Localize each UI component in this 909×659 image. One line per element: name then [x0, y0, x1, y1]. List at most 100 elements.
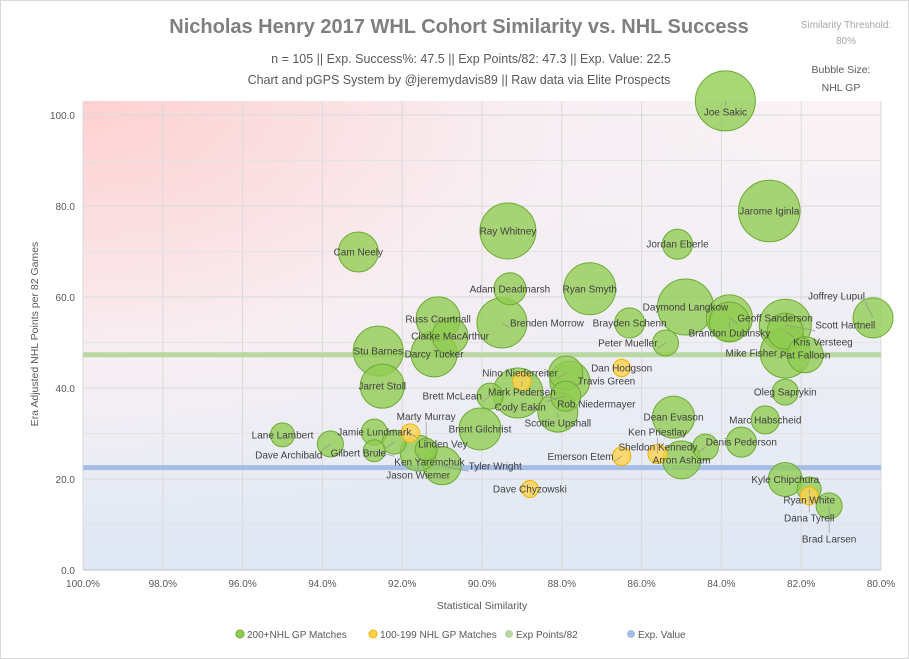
- bubble-label: Mike Fisher: [726, 348, 778, 359]
- bubble: [479, 202, 537, 260]
- bubble-label: Ken Yaremchuk: [394, 457, 465, 468]
- label-leader-line: [322, 443, 331, 450]
- bubble-label: Jarret Stoll: [358, 382, 406, 393]
- y-axis-label: Era Adjusted NHL Points per 82 Games: [29, 242, 41, 427]
- legend-marker-yellow: [368, 629, 378, 639]
- bubble-label: Dan Hodgson: [591, 363, 652, 374]
- bubble-label: Lane Lambert: [252, 430, 314, 441]
- bubble: [738, 179, 801, 243]
- x-tick-label: 80.0%: [867, 579, 895, 590]
- legend-marker-exp-points: [505, 630, 513, 638]
- bubble-label: Brayden Schenn: [593, 318, 667, 329]
- x-tick-label: 96.0%: [228, 579, 256, 590]
- bubble-label: Dean Evason: [643, 413, 703, 424]
- bubble-label: Ken Priestlay: [628, 427, 687, 438]
- legend-marker-exp-value: [627, 630, 635, 638]
- label-leader-line: [442, 465, 469, 472]
- bubble-label: Cody Eakin: [495, 403, 546, 414]
- bubble: [458, 407, 502, 451]
- bubble-label: Adam Deadmarsh: [470, 284, 551, 295]
- bubble-label: Ray Whitney: [480, 227, 537, 238]
- label-leader-line: [785, 324, 816, 332]
- bubble-size-value: NHL GP: [822, 82, 861, 94]
- bubble: [614, 307, 646, 339]
- bubble-label: Tyler Wright: [469, 461, 522, 472]
- bubble-label: Peter Mueller: [598, 338, 658, 349]
- label-leader-line: [374, 450, 395, 457]
- label-leader-line: [613, 456, 622, 462]
- legend-item-200plus: 200+NHL GP Matches: [247, 630, 347, 641]
- bubble-label: Joffrey Lupul: [808, 291, 865, 302]
- bubble-label: Dana Tyrell: [784, 513, 834, 524]
- bubble-label: Brad Larsen: [802, 534, 856, 545]
- axes: 100.0% 98.0% 96.0% 94.0% 92.0% 90.0% 88.0% 86.0…: [50, 111, 895, 590]
- bubble: [771, 378, 799, 406]
- bubble-label: Jordan Eberle: [646, 240, 709, 251]
- bubble-label: Cam Neely: [334, 247, 383, 258]
- bubble-label: Pat Falloon: [780, 350, 831, 361]
- label-leader-line: [785, 330, 794, 337]
- bubble-label: Daymond Langkow: [643, 303, 729, 314]
- bubble-label: Dave Archibald: [255, 450, 322, 461]
- bubble-label: Russ Courtnall: [405, 314, 471, 325]
- label-leader-line: [777, 352, 786, 359]
- y-tick-label: 0.0: [61, 566, 75, 577]
- x-tick-label: 86.0%: [627, 579, 655, 590]
- bubble: [694, 70, 756, 132]
- x-axis-label: Statistical Similarity: [437, 600, 528, 612]
- bubble-label: Clarke MacArthur: [411, 332, 489, 343]
- chart-subtitle-1: n = 105 || Exp. Success%: 47.5 || Exp Po…: [271, 52, 671, 66]
- y-tick-label: 40.0: [56, 384, 76, 395]
- bubble-labels: Joe Sakic Jarome Iginla Ray Whitney Cam Nee…: [252, 107, 876, 545]
- bubble: [750, 405, 780, 435]
- reference-lines: [83, 352, 881, 471]
- bubble-label: Joe Sakic: [704, 107, 747, 118]
- bubble-label: Sheldon Kennedy: [618, 443, 697, 454]
- bubble: [661, 228, 694, 260]
- y-tick-label: 60.0: [56, 293, 76, 304]
- bubble: [520, 480, 539, 498]
- bubble: [431, 317, 469, 355]
- bubble-label: Scott Hartnell: [815, 321, 875, 332]
- label-leader-line: [501, 322, 511, 329]
- bubble-label: Jamie Lundmark: [337, 428, 412, 439]
- bubble-label: Jarome Iginla: [739, 207, 799, 218]
- chart-title: Nicholas Henry 2017 WHL Cohort Similarit…: [169, 16, 748, 38]
- x-tick-label: 90.0%: [468, 579, 496, 590]
- chart-subtitle-2: Chart and pGPS System by @jeremydavis89 …: [248, 73, 671, 87]
- bubble-label: Kris Versteeg: [793, 338, 852, 349]
- label-leader-line: [864, 301, 874, 319]
- bubble-label: Marty Murray: [397, 412, 456, 423]
- bubble-label: Nino Niederreiter: [482, 368, 558, 379]
- y-tick-label: 100.0: [50, 111, 75, 122]
- label-leader-line: [410, 432, 419, 439]
- bubble: [359, 363, 405, 409]
- label-leader-line: [545, 395, 566, 402]
- bubble-label: Brenden Morrow: [510, 318, 585, 329]
- bubble-label: Brett McLean: [422, 392, 481, 403]
- label-leader-line: [481, 395, 491, 402]
- label-leader-line: [569, 380, 578, 387]
- x-tick-label: 94.0%: [308, 579, 336, 590]
- bubble-label: Marc Habscheid: [729, 415, 801, 426]
- bubble-label: Darcy Tucker: [405, 349, 465, 360]
- bubble: [337, 231, 379, 273]
- threshold-label: Similarity Threshold:: [801, 20, 891, 31]
- bubble-label: Travis Green: [578, 377, 635, 388]
- label-leader-line: [517, 392, 558, 399]
- label-leader-line: [697, 446, 706, 453]
- bubble-size-label: Bubble Size:: [812, 64, 871, 76]
- x-tick-label: 98.0%: [149, 579, 177, 590]
- bubble-label: Oleg Saprykin: [754, 388, 817, 399]
- bubble-label: Kyle Chipchura: [751, 475, 819, 486]
- bubble-label: Jason Wiemer: [386, 471, 451, 482]
- bubble-label: Stu Barnes: [354, 347, 403, 358]
- bubble-label: Scottie Upshall: [524, 419, 591, 430]
- bubble-label: Geoff Sanderson: [737, 313, 812, 324]
- bubble-label: Brandon Dubinsky: [689, 329, 771, 340]
- threshold-value: 80%: [836, 36, 856, 47]
- bubble-label: Rob Niedermayer: [557, 400, 636, 411]
- legend-marker-green: [235, 629, 245, 639]
